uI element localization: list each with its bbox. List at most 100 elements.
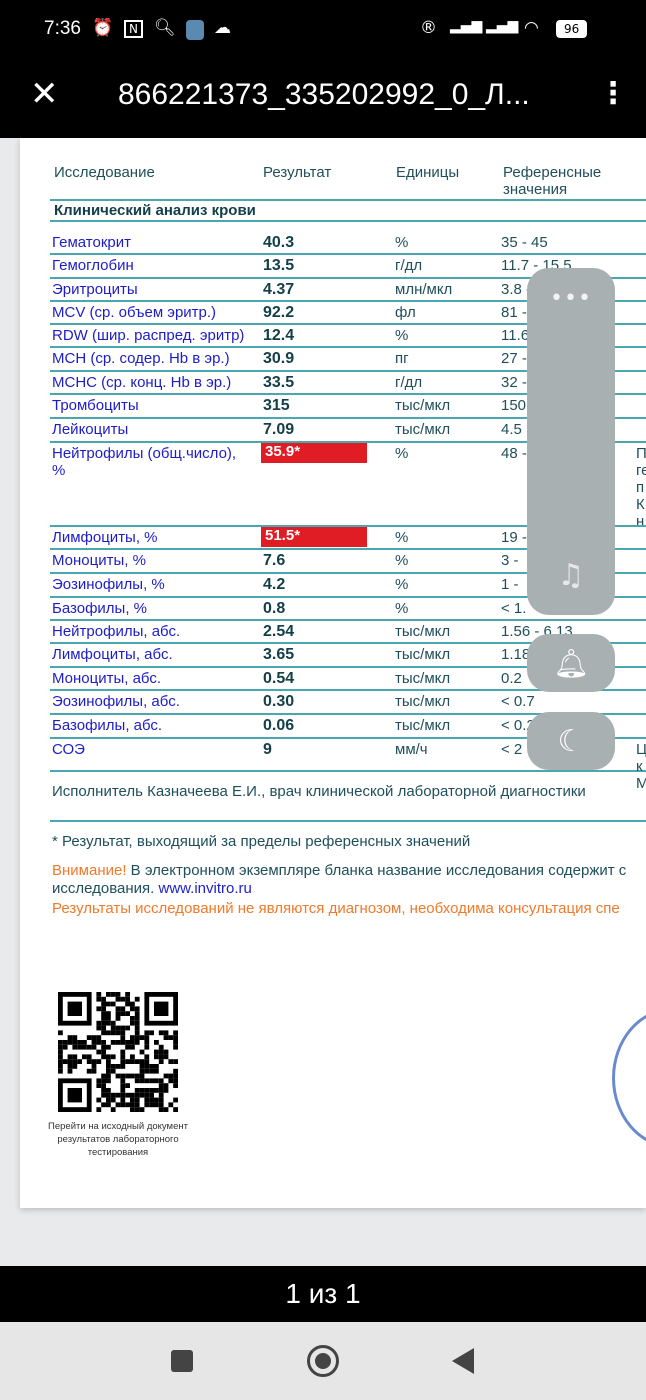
row-units: % — [395, 600, 409, 617]
status-time: 7:36 — [44, 18, 81, 39]
row-name: Моноциты, абс. — [52, 670, 162, 687]
row-result: 7.6 — [263, 552, 286, 569]
row-name: СОЭ — [52, 741, 85, 758]
divider — [50, 737, 646, 739]
row-name: Моноциты, % — [52, 552, 146, 569]
row-ref: 3.8 - — [501, 281, 532, 298]
home-icon[interactable] — [307, 1345, 339, 1377]
row-units: тыс/мкл — [395, 397, 451, 414]
row-units: млн/мкл — [395, 281, 453, 298]
row-ref: 1.18 — [501, 646, 531, 663]
nfc-icon: N — [124, 20, 143, 38]
row-units: % — [395, 234, 409, 251]
row-result: 13.5 — [263, 257, 295, 274]
row-result: 12.4 — [263, 327, 295, 344]
row-ref: < 2 — [501, 741, 523, 758]
row-result: 92.2 — [263, 304, 295, 321]
row-result: 0.06 — [263, 717, 295, 734]
row-name: MCV (ср. объем эритр.) — [52, 304, 217, 321]
divider — [50, 548, 646, 550]
bell-icon: 🔔︎ — [553, 646, 589, 680]
row-comment: н — [636, 513, 645, 530]
row-result: 0.30 — [263, 693, 295, 710]
row-units: г/дл — [395, 374, 423, 391]
divider — [50, 713, 646, 715]
warning-label: Внимание! — [52, 862, 127, 879]
row-units: тыс/мкл — [395, 421, 451, 438]
divider — [50, 323, 646, 325]
battery-icon: 96 — [556, 20, 588, 38]
divider — [50, 642, 646, 644]
divider — [50, 619, 646, 621]
app-icon — [186, 20, 204, 40]
flagged-result: 35.9* — [261, 443, 367, 463]
row-comment: П — [636, 445, 646, 462]
row-comment: Ц — [636, 741, 646, 758]
executor-text: Исполнитель Казначеева Е.И., врач клинич… — [52, 783, 586, 800]
row-ref: 35 - 45 — [501, 234, 548, 251]
divider — [50, 770, 646, 772]
row-units: % — [395, 327, 409, 344]
cloud-icon: ☁ — [214, 18, 231, 38]
footnote: * Результат, выходящий за пределы рефере… — [52, 833, 471, 850]
invitro-link[interactable]: www.invitro.ru — [158, 880, 252, 897]
divider — [50, 199, 646, 201]
row-result: 30.9 — [263, 350, 295, 367]
page-indicator: 1 из 1 — [0, 1266, 646, 1322]
signal-icon: ▂▄▆ — [486, 18, 519, 34]
app-bar: ✕ 866221373_335202992_0_Л... ⋮ — [0, 60, 646, 138]
divider — [50, 300, 646, 302]
moon-button[interactable]: ☾ — [527, 712, 615, 770]
row-name: Лимфоциты, % — [52, 529, 158, 546]
document-title: 866221373_335202992_0_Л... — [118, 78, 530, 111]
divider — [50, 596, 646, 598]
row-comment: ге — [636, 462, 646, 479]
qr-code[interactable] — [58, 992, 178, 1112]
row-units: г/дл — [395, 257, 423, 274]
row-units: тыс/мкл — [395, 670, 451, 687]
divider — [50, 417, 646, 419]
music-off-icon[interactable]: ♫ — [557, 558, 585, 593]
row-name: Гематокрит — [52, 234, 131, 251]
row-result: 2.54 — [263, 623, 295, 640]
bell-button[interactable]: 🔔︎ — [527, 634, 615, 692]
row-units: % — [395, 552, 409, 569]
divider — [50, 666, 646, 668]
close-icon[interactable]: ✕ — [30, 75, 59, 113]
row-units: фл — [395, 304, 416, 321]
back-icon[interactable] — [452, 1348, 474, 1374]
navigation-bar — [0, 1322, 646, 1400]
more-vert-icon[interactable]: ⋮ — [598, 76, 628, 111]
floating-panel: ••• ♫ — [527, 268, 615, 615]
row-result: 40.3 — [263, 234, 295, 251]
row-units: % — [395, 576, 409, 593]
stamp — [612, 1008, 646, 1148]
row-ref: < 0.7 — [501, 693, 535, 710]
row-result: 9 — [263, 741, 272, 758]
row-ref: 3 - — [501, 552, 519, 569]
row-ref: 32 - — [501, 374, 527, 391]
disclaimer: Результаты исследований не являются диаг… — [52, 900, 620, 917]
row-ref: 4.5 — [501, 421, 522, 438]
row-comment: к — [636, 758, 643, 775]
col-header-ref: Референсные значения — [503, 164, 601, 198]
row-name-cont: % — [52, 462, 66, 479]
divider — [50, 393, 646, 395]
col-header-units: Единицы — [396, 164, 460, 181]
more-horiz-icon[interactable]: ••• — [550, 286, 592, 311]
row-comment: К — [636, 496, 645, 513]
flagged-result: 51.5* — [261, 527, 367, 547]
row-ref: 1 - — [501, 576, 519, 593]
divider — [50, 346, 646, 348]
recents-icon[interactable] — [171, 1350, 193, 1372]
status-bar: 7:36 ⏰ N 🔍︎ ☁ ® ▂▄▆ ▂▄▆ ◠ 96 — [0, 0, 646, 60]
divider — [50, 277, 646, 279]
row-result: 315 — [263, 397, 290, 414]
row-name: Гемоглобин — [52, 257, 134, 274]
wifi-icon: ◠ — [524, 18, 539, 38]
divider — [50, 525, 646, 527]
warning-line-2: исследования. www.invitro.ru — [52, 880, 252, 897]
row-result: 3.65 — [263, 646, 295, 663]
search-icon: 🔍︎ — [154, 18, 176, 38]
section-title: Клинический анализ крови — [54, 202, 256, 219]
